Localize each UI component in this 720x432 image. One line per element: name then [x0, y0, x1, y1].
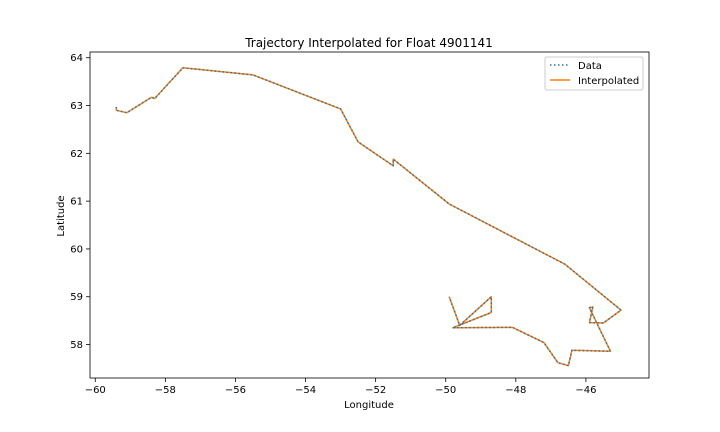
- axes: −60 −58 −56 −54 −52 −50 −48 −46 58 59 60 61 62 63 64: [70, 51, 650, 396]
- y-tick-label: 63: [70, 101, 83, 112]
- x-tick-label: −60: [85, 385, 106, 396]
- y-tick-label: 62: [70, 149, 83, 160]
- x-tick-label: −48: [505, 385, 526, 396]
- y-tick-label: 58: [70, 340, 83, 351]
- y-axis-label: Latitude: [56, 195, 67, 236]
- x-tick-label: −46: [575, 385, 596, 396]
- x-tick-label: −58: [155, 385, 176, 396]
- legend: Data Interpolated: [544, 56, 644, 91]
- chart-title: Trajectory Interpolated for Float 490114…: [244, 36, 493, 50]
- legend-box: [544, 56, 644, 91]
- legend-label-data: Data: [578, 61, 602, 72]
- x-axis-label: Longitude: [344, 400, 394, 411]
- x-tick-label: −56: [225, 385, 246, 396]
- plot-area: [115, 67, 622, 367]
- y-tick-label: 61: [70, 197, 83, 208]
- legend-label-interpolated: Interpolated: [578, 76, 639, 87]
- axes-frame: [89, 51, 650, 379]
- x-tick-label: −52: [365, 385, 386, 396]
- y-tick-label: 59: [70, 292, 83, 303]
- y-tick-label: 60: [70, 244, 83, 255]
- y-tick-label: 64: [70, 53, 83, 64]
- x-tick-label: −50: [435, 385, 456, 396]
- x-tick-label: −54: [295, 385, 316, 396]
- series-line-interpolated: [115, 67, 622, 367]
